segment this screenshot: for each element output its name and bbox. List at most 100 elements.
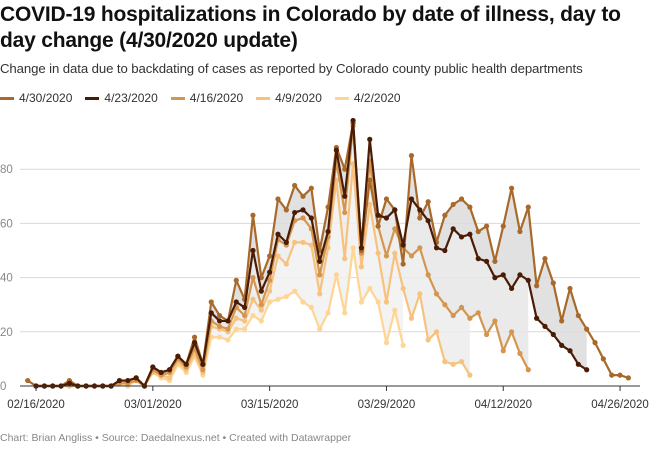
data-point — [542, 256, 548, 262]
data-point — [267, 288, 273, 294]
data-point — [225, 318, 231, 324]
data-point — [483, 223, 490, 229]
data-point — [250, 212, 256, 218]
x-tick-label: 02/16/2020 — [7, 399, 65, 411]
data-point — [308, 185, 314, 191]
data-point — [216, 334, 223, 340]
data-point — [133, 375, 139, 381]
data-point — [208, 310, 214, 316]
data-point — [458, 196, 465, 202]
data-point — [233, 277, 239, 283]
data-point — [258, 302, 264, 308]
legend-swatch — [170, 96, 185, 100]
data-point — [475, 310, 481, 316]
data-point — [508, 285, 515, 292]
data-point — [267, 269, 273, 275]
data-point — [567, 348, 573, 354]
data-point — [317, 272, 323, 278]
data-point — [517, 350, 523, 357]
data-point — [483, 258, 490, 264]
legend-swatch — [256, 96, 271, 100]
data-point — [500, 348, 506, 354]
data-point — [300, 207, 306, 213]
chart-title: COVID-19 hospitalizations in Colorado by… — [0, 3, 621, 52]
y-tick-label: 0 — [0, 381, 6, 393]
data-point — [383, 196, 390, 202]
data-point — [191, 334, 198, 340]
data-point — [275, 296, 281, 302]
data-point — [559, 318, 565, 324]
data-point — [342, 209, 348, 216]
data-point — [233, 326, 239, 332]
data-point — [267, 299, 273, 305]
data-point — [342, 193, 348, 199]
y-tick-label: 60 — [0, 218, 13, 230]
data-point — [517, 272, 523, 278]
data-point — [592, 340, 598, 346]
data-point — [450, 201, 456, 208]
data-point — [400, 285, 406, 292]
legend-swatch — [85, 96, 100, 100]
data-point — [425, 337, 431, 343]
data-point — [442, 247, 448, 254]
data-point — [267, 253, 273, 259]
data-point — [375, 299, 381, 305]
data-point — [408, 315, 415, 321]
data-point — [458, 304, 465, 311]
data-point — [283, 261, 289, 267]
data-point — [191, 340, 198, 346]
data-point — [517, 228, 523, 235]
data-point — [358, 245, 365, 251]
data-point — [342, 166, 348, 172]
data-point — [375, 223, 381, 229]
data-point — [383, 215, 390, 221]
data-point — [617, 372, 623, 378]
data-point — [392, 307, 398, 313]
data-point — [458, 234, 465, 240]
data-point — [342, 256, 348, 262]
data-point — [358, 264, 365, 270]
data-point — [433, 329, 440, 335]
legend-item: 4/16/2020 — [170, 91, 243, 105]
x-tick-label: 03/01/2020 — [124, 399, 182, 411]
data-point — [225, 326, 231, 332]
data-point — [575, 361, 581, 367]
data-point — [292, 288, 298, 294]
legend-label: 4/23/2020 — [104, 91, 158, 105]
data-point — [625, 375, 631, 381]
data-point — [216, 312, 223, 319]
data-point — [300, 193, 306, 199]
y-tick-label: 80 — [0, 164, 13, 176]
data-point — [275, 196, 281, 202]
data-point — [242, 304, 248, 311]
data-point — [200, 367, 206, 373]
data-point — [383, 253, 390, 259]
data-point — [492, 318, 498, 324]
data-point — [308, 215, 314, 221]
data-point — [550, 280, 556, 286]
data-point — [458, 359, 465, 365]
data-point — [317, 291, 323, 297]
data-point — [575, 312, 581, 319]
data-point — [609, 372, 615, 378]
x-tick-label: 04/26/2020 — [591, 399, 649, 411]
data-point — [292, 239, 298, 245]
data-point — [525, 367, 531, 373]
data-point — [292, 182, 298, 189]
data-point — [292, 209, 298, 216]
data-point — [500, 272, 506, 278]
data-point — [325, 310, 331, 316]
data-point — [500, 223, 506, 229]
data-point — [258, 318, 264, 324]
data-point — [475, 228, 481, 235]
legend-label: 4/30/2020 — [19, 91, 73, 105]
data-point — [275, 253, 281, 259]
data-point — [450, 312, 456, 319]
data-point — [317, 326, 323, 332]
y-tick-label: 40 — [0, 273, 13, 285]
data-point — [116, 377, 123, 384]
line-chart: 0 20 40 60 80 02/16/2020 03/01/2020 03/15/2020… — [0, 117, 649, 411]
legend-swatch — [0, 96, 14, 100]
legend: 4/30/2020 4/23/2020 4/16/2020 4/9/2020 4… — [0, 91, 401, 105]
series-lines — [25, 117, 631, 389]
